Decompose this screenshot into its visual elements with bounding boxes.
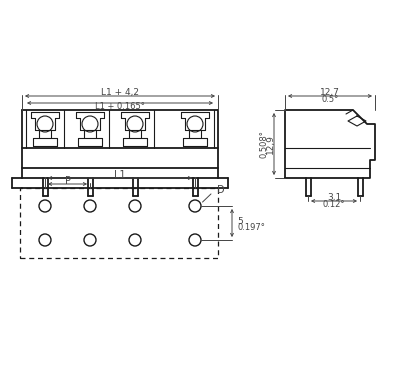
Bar xyxy=(20,188,218,258)
Text: P: P xyxy=(64,175,70,186)
Text: 0.508°: 0.508° xyxy=(260,130,268,158)
Text: 3,1: 3,1 xyxy=(327,193,341,202)
Text: D: D xyxy=(217,185,225,195)
Text: 0.12°: 0.12° xyxy=(323,200,345,209)
Text: 5: 5 xyxy=(237,217,243,226)
Text: 0.197°: 0.197° xyxy=(237,223,265,232)
Text: 12,9: 12,9 xyxy=(266,134,274,154)
Text: L1 + 4,2: L1 + 4,2 xyxy=(101,89,139,98)
Text: 0.5°: 0.5° xyxy=(321,95,339,104)
Text: L1: L1 xyxy=(114,170,126,180)
Text: 12,7: 12,7 xyxy=(320,89,340,98)
Text: L1 + 0.165°: L1 + 0.165° xyxy=(95,102,145,111)
